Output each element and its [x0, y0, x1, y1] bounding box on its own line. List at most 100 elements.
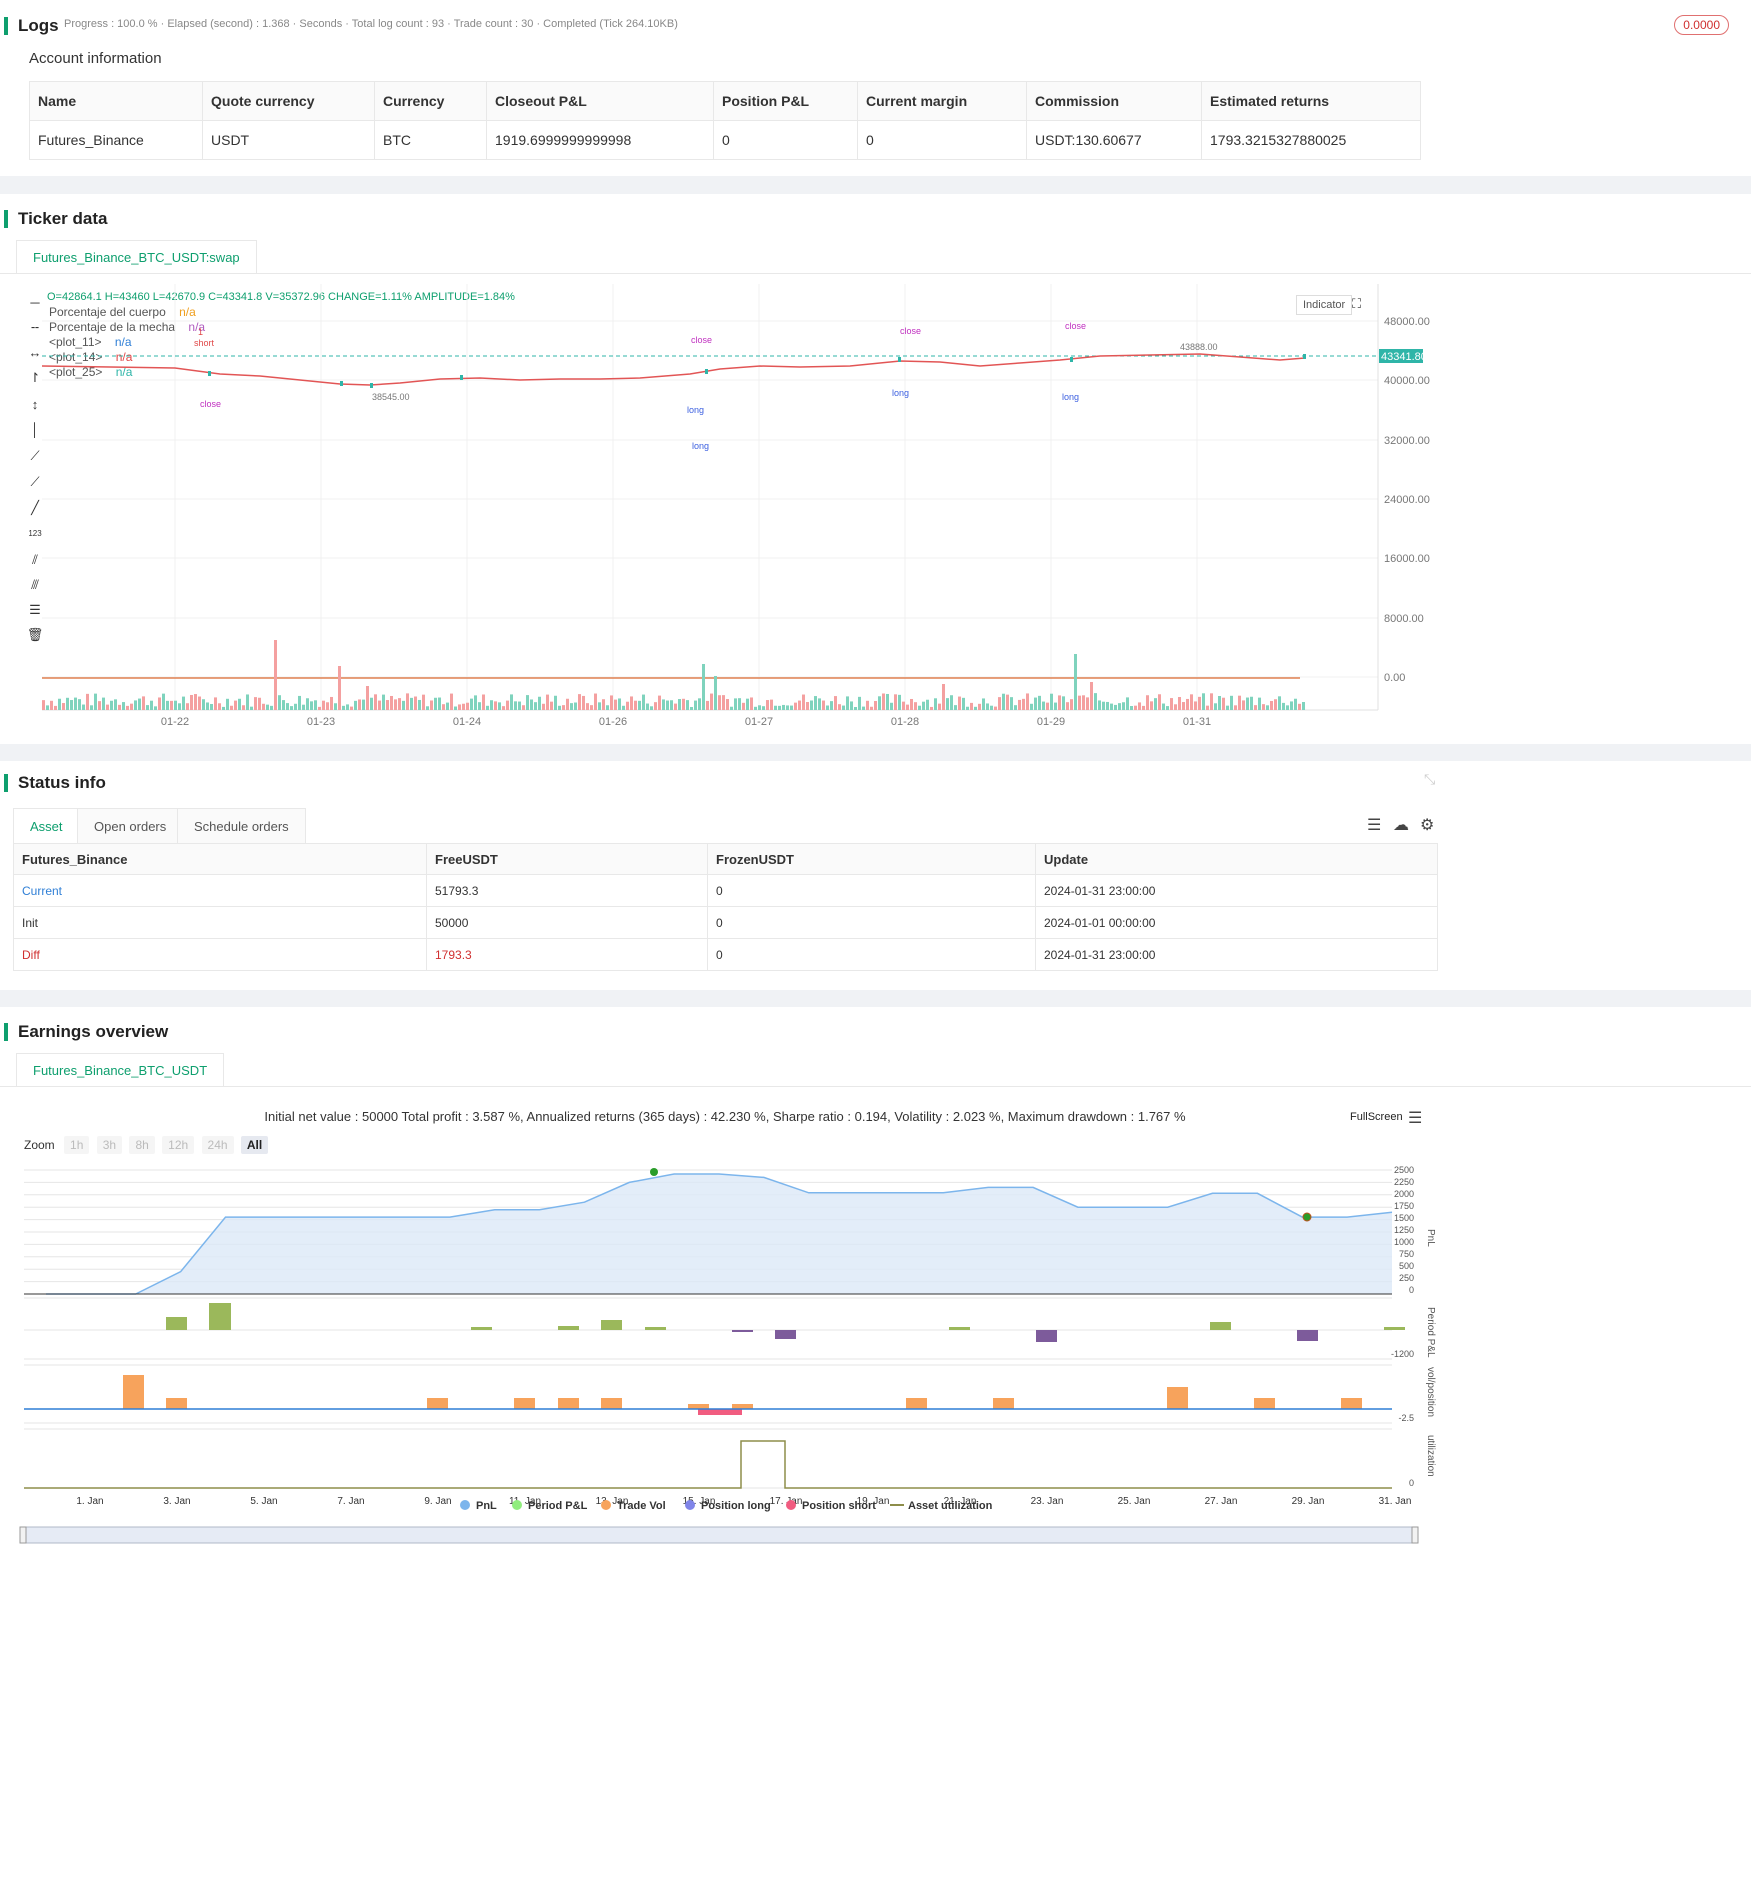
horizontal-line-icon[interactable]: ╌ — [31, 320, 39, 335]
pnl-area — [46, 1174, 1392, 1294]
volume-bar — [1226, 705, 1229, 710]
volume-bar — [1146, 695, 1149, 710]
horizontal-extended-line-icon[interactable]: ↔ — [28, 345, 42, 360]
volume-bar — [222, 706, 225, 710]
trend-line-icon[interactable]: ⟋ — [30, 474, 40, 489]
volume-bar — [186, 703, 189, 710]
volume-bar — [86, 693, 89, 710]
price-tick: 0.00 — [1384, 672, 1405, 684]
volume-bar — [1122, 702, 1125, 710]
price-line-icon[interactable]: 123 — [28, 529, 42, 538]
volume-bar — [130, 703, 133, 710]
volume-bar — [918, 705, 921, 710]
volume-bar — [342, 705, 345, 710]
trade-vol-bar — [166, 1398, 187, 1409]
volume-bar — [1246, 697, 1249, 710]
volume-bar — [826, 705, 829, 710]
tab-ticker-symbol[interactable]: Futures_Binance_BTC_USDT:swap — [16, 240, 257, 274]
volume-bar — [194, 694, 197, 710]
row-free: 50000 — [426, 906, 708, 939]
volume-bar — [902, 701, 905, 710]
candle — [898, 357, 901, 362]
fullscreen-button[interactable]: FullScreen — [1350, 1111, 1403, 1123]
parallel-channel-icon[interactable]: ⫽ — [32, 552, 38, 567]
volume-bar — [558, 705, 561, 710]
volume-bar — [58, 698, 61, 710]
volume-bar — [1038, 695, 1041, 710]
horizontal-ray-icon[interactable]: ─ — [30, 295, 40, 310]
volume-bar — [958, 696, 961, 710]
volume-bar — [1250, 696, 1253, 710]
fullscreen-label: FullScreen — [1350, 1111, 1403, 1123]
ray-icon[interactable]: ⟋ — [30, 448, 40, 463]
navigator-right-handle[interactable] — [1411, 1526, 1419, 1544]
util-axis-title: utilization — [1425, 1435, 1436, 1477]
trade-vol-bar — [427, 1398, 448, 1409]
volume-bar — [302, 704, 305, 710]
x-tick: 11. Jan — [509, 1496, 541, 1507]
legend-value: n/a — [179, 305, 196, 319]
volume-bar — [1282, 702, 1285, 710]
volume-bar — [1262, 704, 1265, 710]
zoom-12h[interactable]: 12h — [162, 1136, 195, 1154]
volume-bar — [794, 702, 797, 710]
tab-schedule-orders[interactable]: Schedule orders — [177, 808, 306, 843]
fibonacci-icon[interactable]: ⫻ — [31, 577, 39, 592]
legend-pnl: PnL — [476, 1500, 497, 1512]
segment-icon[interactable]: ╱ — [31, 500, 39, 515]
zoom-3h[interactable]: 3h — [96, 1136, 123, 1154]
volume-bar — [1078, 695, 1081, 710]
indicator-button[interactable]: Indicator — [1296, 295, 1353, 315]
navigator-left-handle[interactable] — [19, 1526, 27, 1544]
zoom-all[interactable]: All — [240, 1136, 269, 1154]
candle — [705, 369, 708, 374]
volume-bar — [370, 697, 373, 710]
volume-bar — [1062, 696, 1065, 710]
volume-bar — [418, 699, 421, 710]
vertical-line-icon[interactable]: │ — [30, 422, 40, 437]
volume-bar — [1186, 698, 1189, 710]
vertical-segment-icon[interactable]: ↕ — [31, 397, 39, 412]
volume-bar — [1206, 705, 1209, 710]
gear-icon[interactable]: ⚙ — [1420, 817, 1435, 834]
horizontal-lines-icon[interactable]: ☰ — [29, 602, 41, 617]
volume-bar — [430, 700, 433, 710]
tab-open-orders[interactable]: Open orders — [77, 808, 184, 843]
pnl-tick: 1500 — [1394, 1213, 1414, 1223]
volume-bar — [458, 704, 461, 710]
cloud-download-icon[interactable]: ☁ — [1393, 817, 1409, 834]
zoom-1h[interactable]: 1h — [64, 1136, 90, 1154]
volume-bar — [842, 705, 845, 710]
asset-utilization-line — [24, 1440, 1392, 1489]
tab-earnings-symbol[interactable]: Futures_Binance_BTC_USDT — [16, 1053, 225, 1087]
pnl-tick: 0 — [1409, 1285, 1414, 1295]
expand-icon[interactable]: ⛶ — [1352, 296, 1362, 311]
range-navigator[interactable] — [19, 1526, 1419, 1544]
vertical-ray-icon[interactable]: ↾ — [29, 370, 41, 385]
volume-bar — [874, 700, 877, 710]
zoom-24h[interactable]: 24h — [201, 1136, 234, 1154]
volume-bar — [106, 704, 109, 710]
volume-bar — [166, 700, 169, 710]
col-name: Name — [29, 81, 203, 121]
trash-icon[interactable]: 🗑 — [26, 627, 44, 642]
volume-bar — [618, 698, 621, 710]
volume-bar — [626, 701, 629, 710]
pnl-max-marker — [650, 1168, 658, 1176]
volume-bar — [462, 703, 465, 710]
legend-label: Porcentaje del cuerpo — [49, 305, 166, 319]
volume-bar — [490, 700, 493, 710]
zoom-8h[interactable]: 8h — [129, 1136, 155, 1154]
volume-bar — [538, 696, 541, 710]
row-name[interactable]: Current — [13, 874, 427, 907]
volume-bar — [702, 664, 705, 710]
volume-bar — [446, 702, 449, 710]
list-icon[interactable]: ☰ — [1367, 817, 1382, 834]
collapse-icon[interactable]: ⤡ — [1424, 771, 1436, 787]
volume-bar — [610, 695, 613, 710]
pnl-tick: 750 — [1399, 1249, 1414, 1259]
menu-icon[interactable]: ☰ — [1408, 1110, 1423, 1127]
tab-asset[interactable]: Asset — [13, 808, 80, 843]
volume-bar — [306, 698, 309, 710]
last-price-box — [1379, 349, 1423, 363]
